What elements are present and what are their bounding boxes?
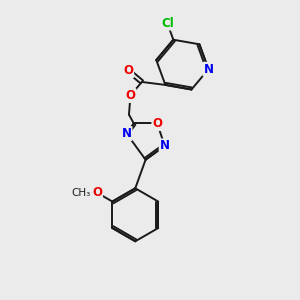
Text: O: O xyxy=(92,186,102,199)
Text: Cl: Cl xyxy=(161,16,174,30)
Text: N: N xyxy=(122,127,131,140)
Text: CH₃: CH₃ xyxy=(71,188,91,198)
Text: N: N xyxy=(160,140,170,152)
Text: O: O xyxy=(152,117,162,130)
Text: O: O xyxy=(125,89,135,102)
Text: N: N xyxy=(203,63,214,76)
Text: O: O xyxy=(123,64,133,77)
